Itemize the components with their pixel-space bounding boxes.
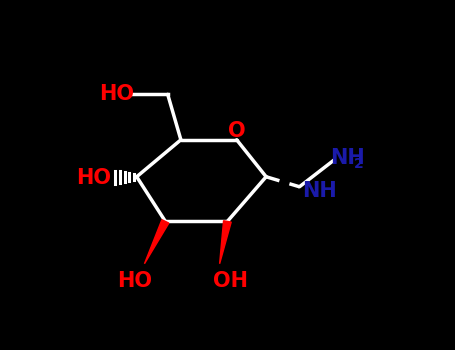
Polygon shape [220, 221, 231, 264]
Text: HO: HO [100, 84, 135, 104]
Text: 2: 2 [354, 158, 364, 172]
Text: NH: NH [302, 181, 337, 201]
Text: OH: OH [213, 271, 248, 291]
Text: HO: HO [117, 271, 152, 291]
Text: HO: HO [76, 168, 111, 188]
Text: O: O [228, 120, 246, 141]
Text: NH: NH [330, 148, 365, 168]
Polygon shape [144, 220, 169, 264]
